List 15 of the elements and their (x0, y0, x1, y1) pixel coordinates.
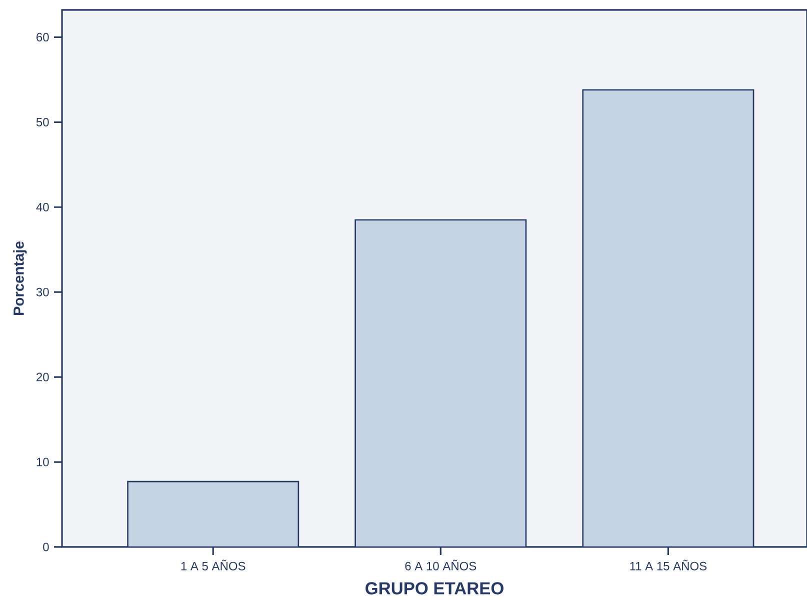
bar (582, 89, 754, 547)
x-tick-label: 1 A 5 AÑOS (181, 560, 246, 570)
y-tick-label: 60 (36, 32, 49, 42)
y-axis-title: Porcentaje (13, 241, 27, 315)
y-tick-label: 30 (36, 288, 49, 296)
x-tick-label: 6 A 10 AÑOS (405, 560, 476, 570)
x-tick-label: 11 A 15 AÑOS (630, 560, 707, 570)
y-tick-label: 10 (36, 458, 49, 466)
y-tick-label: 20 (36, 372, 49, 382)
bar (354, 219, 527, 547)
x-axis-title: GRUPO ETAREO (366, 582, 504, 594)
bar (128, 482, 298, 547)
y-tick-label: 50 (36, 118, 49, 126)
y-tick-label: 40 (36, 202, 49, 212)
y-tick-label: 0 (43, 542, 49, 552)
